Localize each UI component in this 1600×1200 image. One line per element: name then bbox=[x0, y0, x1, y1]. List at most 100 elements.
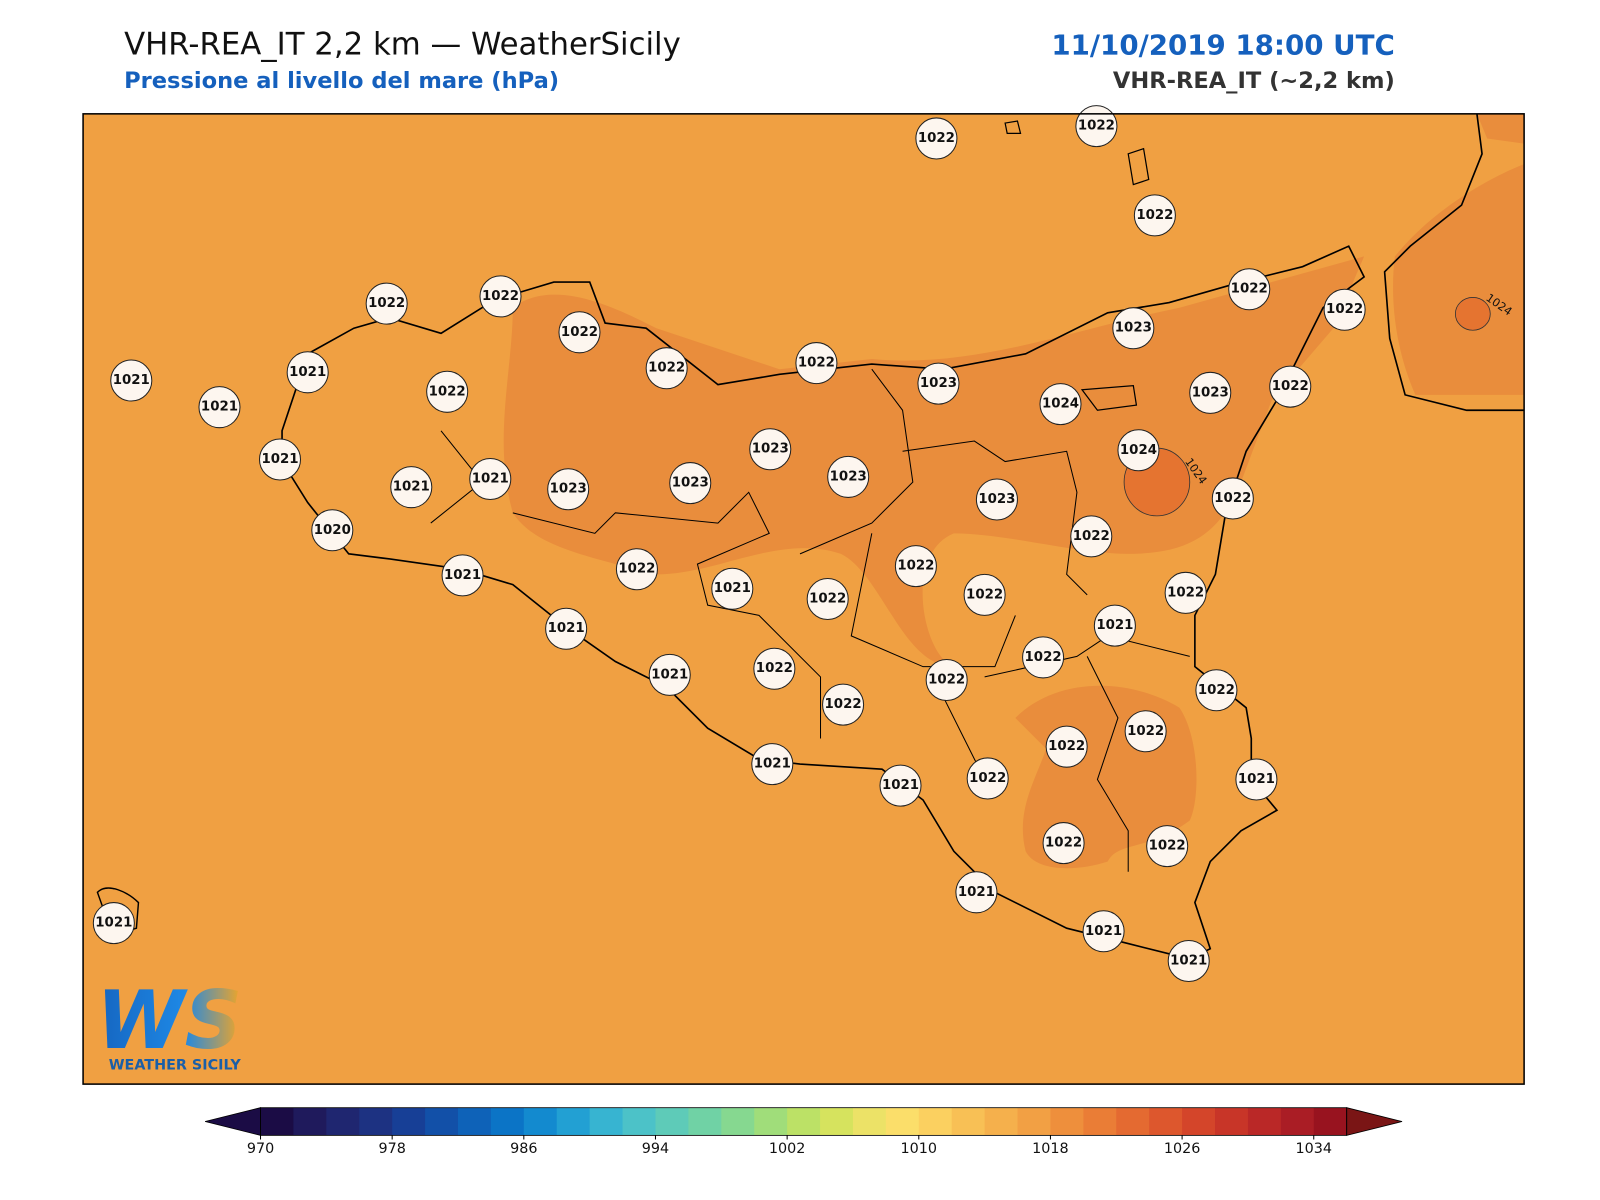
stations: 1022 1022 1022 1022 1022 1022 1022 1022 1022 1022… bbox=[92, 105, 1366, 983]
map: 1022 1022 1022 1022 1022 1022 1022 1022 1022 1022… bbox=[82, 105, 1525, 1085]
colorbar-tick-label: 986 bbox=[510, 1141, 537, 1157]
station: 1022 bbox=[479, 275, 522, 318]
station-label: 1022 bbox=[918, 131, 955, 146]
station-marker bbox=[615, 548, 658, 591]
station-marker bbox=[806, 577, 849, 620]
station: 1021 bbox=[258, 438, 302, 481]
station-label: 1022 bbox=[561, 325, 598, 340]
colorbar-bin bbox=[984, 1107, 1019, 1136]
station: 1023 bbox=[669, 462, 712, 505]
coastline bbox=[281, 245, 1366, 960]
station: 1023 bbox=[547, 468, 590, 511]
coastline bbox=[1383, 113, 1525, 412]
station: 1022 bbox=[1075, 105, 1118, 148]
station-marker bbox=[198, 386, 241, 429]
station-label: 1021 bbox=[472, 471, 509, 486]
station-label: 1022 bbox=[1149, 839, 1186, 854]
colorbar-extend-high bbox=[1346, 1107, 1403, 1136]
station-label: 1023 bbox=[978, 492, 1015, 507]
station-marker bbox=[975, 478, 1018, 521]
station-marker bbox=[1164, 571, 1207, 614]
colorbar-bin bbox=[260, 1107, 294, 1136]
station: 1022 bbox=[966, 757, 1009, 800]
colorbar-bin bbox=[1182, 1107, 1216, 1136]
logo: WS WEATHER SICILY bbox=[96, 974, 242, 1074]
colorbar-bin bbox=[1083, 1107, 1117, 1136]
station: 1021 bbox=[955, 871, 998, 914]
colorbar-bin bbox=[1050, 1107, 1084, 1136]
station-label: 1022 bbox=[1231, 282, 1268, 297]
station: 1022 bbox=[1269, 365, 1312, 408]
station: 1022 bbox=[1195, 669, 1238, 712]
station-marker bbox=[1228, 268, 1271, 311]
logo-text: WEATHER SICILY bbox=[109, 1058, 242, 1074]
station: 1021 bbox=[441, 554, 484, 597]
station-label: 1022 bbox=[928, 673, 965, 688]
station-marker bbox=[751, 743, 794, 786]
colorbar-bin bbox=[1149, 1107, 1183, 1136]
station-label: 1022 bbox=[1045, 836, 1082, 851]
station: 1021 bbox=[198, 386, 241, 429]
station-marker bbox=[1146, 825, 1189, 868]
station-marker bbox=[963, 573, 1006, 616]
high-pressure-area bbox=[503, 256, 1365, 667]
station-label: 1021 bbox=[1170, 954, 1207, 969]
colorbar-bin bbox=[293, 1107, 327, 1136]
station-marker bbox=[258, 438, 302, 481]
station: 1021 bbox=[286, 351, 329, 394]
colorbar-bin bbox=[951, 1107, 986, 1136]
station: 1022 bbox=[925, 658, 968, 702]
colorbar-bin bbox=[589, 1107, 624, 1136]
colorbar-bin bbox=[490, 1107, 525, 1136]
station-marker bbox=[1269, 365, 1312, 408]
station: 1024 bbox=[1039, 383, 1082, 426]
station-marker bbox=[669, 462, 712, 505]
station: 1021 bbox=[751, 743, 794, 786]
colorbar-bin bbox=[523, 1107, 558, 1136]
station-marker bbox=[749, 428, 792, 471]
station: 1022 bbox=[615, 548, 658, 591]
station-marker bbox=[1042, 822, 1085, 865]
station-marker bbox=[390, 466, 433, 509]
station-label: 1022 bbox=[1127, 724, 1164, 739]
station-marker bbox=[1093, 604, 1136, 647]
station-marker bbox=[558, 311, 601, 354]
colorbar-bin bbox=[787, 1107, 821, 1136]
island bbox=[1004, 120, 1150, 411]
station-label: 1023 bbox=[1115, 321, 1152, 336]
island bbox=[96, 887, 140, 937]
station-label: 1023 bbox=[920, 376, 957, 391]
station-marker bbox=[365, 282, 408, 325]
station-marker bbox=[711, 567, 754, 610]
station-label: 1022 bbox=[429, 384, 466, 399]
station-label: 1021 bbox=[201, 400, 238, 415]
station: 1022 bbox=[1228, 268, 1271, 311]
station: 1023 bbox=[827, 455, 870, 498]
station: 1023 bbox=[749, 428, 792, 471]
station-marker bbox=[1082, 910, 1125, 953]
colorbar-bin bbox=[1280, 1107, 1315, 1136]
station-marker bbox=[1039, 383, 1082, 426]
colorbar-bin bbox=[721, 1107, 755, 1136]
station: 1023 bbox=[1189, 371, 1232, 414]
colorbar-bin bbox=[425, 1107, 459, 1136]
station-label: 1021 bbox=[651, 667, 688, 682]
station-marker bbox=[1211, 477, 1254, 520]
station: 1023 bbox=[975, 478, 1018, 521]
station-marker bbox=[917, 362, 960, 405]
colorbar-tick-label: 1026 bbox=[1164, 1141, 1201, 1157]
station-label: 1022 bbox=[966, 587, 1003, 602]
station: 1021 bbox=[879, 764, 922, 807]
map-background bbox=[83, 113, 1525, 1085]
colorbar-tick-label: 994 bbox=[642, 1141, 669, 1157]
station-label: 1022 bbox=[618, 562, 655, 577]
station: 1022 bbox=[1045, 725, 1088, 768]
station-label: 1022 bbox=[1214, 491, 1251, 506]
station-marker bbox=[753, 647, 796, 690]
station: 1021 bbox=[92, 902, 135, 945]
station-marker bbox=[1195, 669, 1238, 712]
station-label: 1023 bbox=[1192, 385, 1229, 400]
colorbar-bin bbox=[655, 1107, 689, 1136]
station-label: 1021 bbox=[882, 778, 919, 793]
